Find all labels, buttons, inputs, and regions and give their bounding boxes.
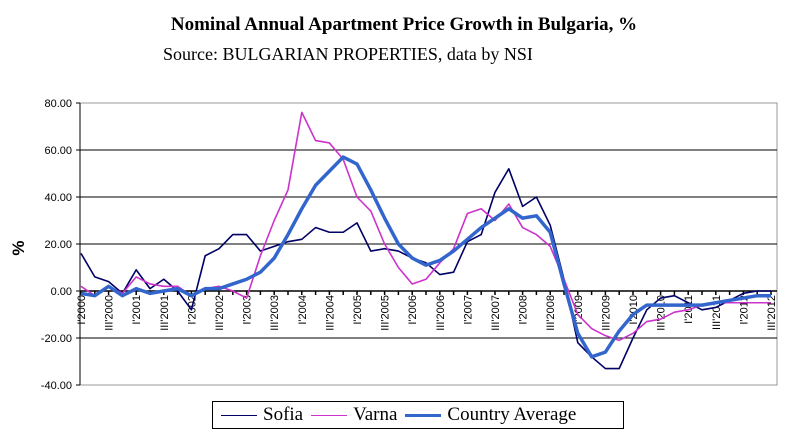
x-tick-label: I'2007 (462, 295, 474, 325)
legend-item: Sofia (221, 404, 303, 426)
y-tick-label: 60.00 (44, 145, 72, 157)
x-tick-label: I'2003 (242, 295, 254, 325)
x-tick-label: III'2001 (159, 295, 171, 331)
legend-item: Varna (311, 404, 397, 426)
legend-label: Sofia (263, 404, 304, 425)
y-tick-label: -20.00 (41, 333, 72, 345)
y-tick-label: 0.00 (51, 286, 72, 298)
legend-swatch (311, 414, 348, 416)
legend-swatch (405, 413, 442, 417)
x-tick-label: I'2006 (407, 295, 419, 325)
x-tick-label: I'2009 (573, 295, 585, 325)
x-tick-label: III'2002 (214, 295, 226, 331)
x-tick-label: I'2001 (131, 295, 143, 325)
x-tick-label: I'2008 (518, 295, 530, 325)
x-tick-label: III'2000 (104, 295, 116, 331)
x-tick-label: I'2004 (297, 295, 309, 325)
x-tick-label: III'2004 (324, 295, 336, 331)
x-tick-label: III'2007 (490, 295, 502, 331)
x-tick-label: III'2009 (600, 295, 612, 331)
x-tick-label: III'2005 (380, 295, 392, 331)
chart-subtitle: Source: BULGARIAN PROPERTIES, data by NS… (163, 44, 533, 64)
x-tick-label: III'2006 (435, 295, 447, 331)
legend: Sofia Varna Country Average (212, 401, 624, 429)
series-line-sofia (80, 168, 771, 370)
legend-label: Varna (353, 404, 398, 425)
x-tick-label: I'2000 (76, 295, 88, 325)
x-tick-label: I'2002 (186, 295, 198, 325)
legend-swatch (221, 414, 257, 416)
legend-item: Country Average (405, 404, 576, 426)
x-tick-label: III'2012 (766, 295, 778, 331)
chart-title: Nominal Annual Apartment Price Growth in… (170, 14, 638, 35)
x-tick-label: III'2003 (269, 295, 281, 331)
x-tick-label: I'2005 (352, 295, 364, 325)
y-tick-label: 40.00 (44, 192, 72, 204)
y-tick-label: 80.00 (44, 98, 72, 110)
legend-label: Country Average (447, 404, 577, 425)
y-tick-label: 20.00 (44, 239, 72, 251)
x-tick-label: III'2008 (545, 295, 557, 331)
y-tick-label: -40.00 (41, 380, 72, 392)
y-axis-label: % (9, 240, 28, 255)
